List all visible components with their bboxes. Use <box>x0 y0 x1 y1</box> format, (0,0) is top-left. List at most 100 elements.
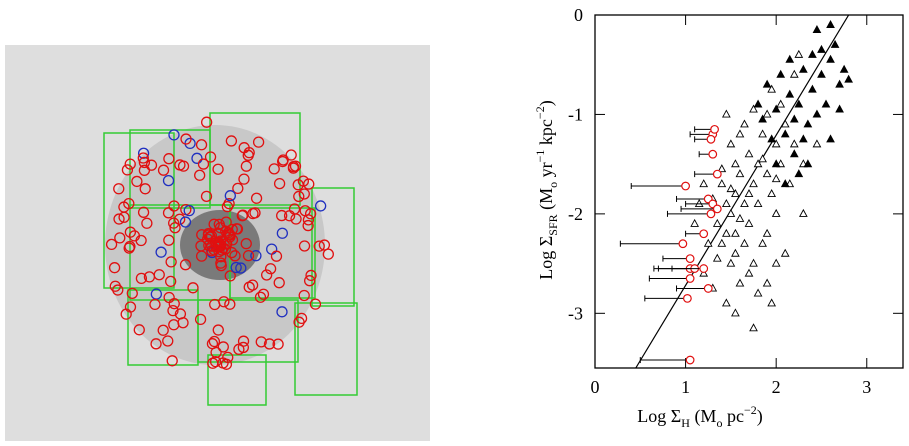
data-point <box>685 254 695 264</box>
data-point <box>685 355 695 365</box>
region-marker <box>303 178 315 190</box>
region-marker <box>207 357 219 369</box>
galaxy-image <box>5 45 430 441</box>
label-part: ) <box>757 406 763 427</box>
data-point <box>753 198 763 207</box>
field-box <box>209 112 301 206</box>
data-point <box>812 109 822 118</box>
region-marker <box>149 298 161 311</box>
data-point <box>706 209 716 219</box>
region-marker <box>180 133 192 145</box>
label-part: ) <box>536 100 557 106</box>
data-point <box>803 159 813 168</box>
region-marker <box>277 154 289 166</box>
region-marker <box>250 192 263 204</box>
data-point <box>767 134 777 143</box>
data-point <box>753 288 763 297</box>
data-point <box>812 24 822 33</box>
data-point <box>826 134 835 143</box>
data-point <box>717 238 727 247</box>
region-marker <box>293 190 305 203</box>
data-point <box>735 129 745 138</box>
data-point <box>771 104 781 113</box>
y-tick-label: -3 <box>568 303 583 323</box>
region-marker <box>208 335 221 348</box>
region-marker <box>168 129 180 141</box>
data-point <box>721 298 731 307</box>
data-point <box>712 169 722 179</box>
region-marker <box>230 261 242 274</box>
data-point <box>731 248 740 257</box>
region-marker <box>105 238 118 251</box>
label-part: yr <box>536 162 556 182</box>
region-marker <box>297 175 310 187</box>
region-marker <box>212 163 224 175</box>
region-marker <box>128 230 141 242</box>
region-marker <box>222 351 234 364</box>
label-part: o <box>546 182 560 188</box>
x-tick-label: 2 <box>772 377 781 397</box>
region-marker <box>257 288 270 300</box>
region-marker <box>204 151 217 163</box>
region-marker <box>255 336 267 348</box>
y-axis-label: Log ΣSFR (Mo yr−1 kpc−2) <box>533 100 560 279</box>
region-marker <box>205 230 218 242</box>
data-point <box>731 308 740 317</box>
region-marker <box>313 240 325 252</box>
data-point <box>762 278 772 287</box>
data-point <box>740 198 749 207</box>
x-tick-label: 1 <box>681 377 690 397</box>
region-marker <box>187 282 199 294</box>
data-point <box>767 298 777 307</box>
region-marker <box>108 262 121 274</box>
data-point <box>685 274 695 283</box>
data-point <box>830 39 840 48</box>
region-marker <box>263 338 276 350</box>
region-marker <box>273 177 286 190</box>
region-marker <box>287 162 300 174</box>
region-marker <box>162 335 174 347</box>
region-marker <box>123 242 135 254</box>
data-point <box>762 109 772 118</box>
data-point <box>678 239 688 249</box>
data-point <box>731 159 740 168</box>
region-marker <box>302 214 315 226</box>
region-marker <box>114 232 126 244</box>
region-marker <box>229 250 241 262</box>
data-point <box>780 248 790 257</box>
region-marker <box>237 341 250 354</box>
region-marker <box>232 182 244 195</box>
region-marker <box>195 240 207 252</box>
region-marker <box>272 338 284 350</box>
region-marker <box>268 163 280 175</box>
data-point <box>749 323 758 332</box>
region-marker <box>250 250 262 262</box>
region-marker <box>220 216 232 228</box>
data-point <box>731 228 740 237</box>
data-point <box>794 99 804 108</box>
x-tick-label: 3 <box>862 377 871 397</box>
region-marker <box>157 324 169 336</box>
data-point <box>749 179 758 188</box>
data-point <box>699 264 709 273</box>
region-marker <box>113 183 125 195</box>
region-marker <box>143 271 156 283</box>
region-marker <box>141 217 153 229</box>
region-marker <box>225 135 238 147</box>
region-marker <box>174 213 186 225</box>
data-point <box>771 139 781 148</box>
region-marker <box>168 217 180 229</box>
region-marker <box>270 250 283 262</box>
data-point <box>712 204 722 214</box>
y-tick-label: -2 <box>568 204 583 224</box>
data-point <box>721 228 731 237</box>
data-point <box>740 119 749 128</box>
plot-area <box>619 15 854 368</box>
label-part: −2 <box>533 106 547 119</box>
region-marker <box>285 149 297 161</box>
region-marker <box>157 164 170 176</box>
data-point <box>717 164 727 173</box>
data-point <box>708 149 718 159</box>
data-point <box>817 69 826 78</box>
region-marker <box>155 246 167 258</box>
